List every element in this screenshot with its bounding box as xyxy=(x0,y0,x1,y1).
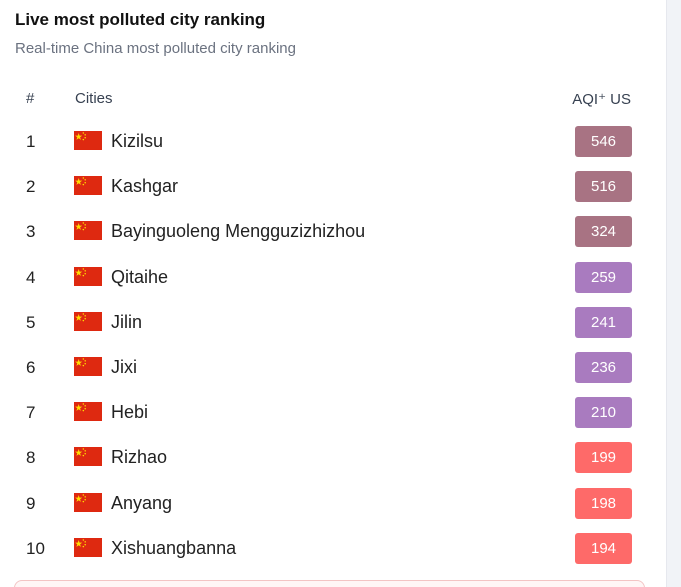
city-name-link[interactable]: Anyang xyxy=(111,492,173,513)
china-flag-icon xyxy=(74,537,102,557)
ranking-row[interactable]: 6 Jixi 236 xyxy=(0,345,666,390)
ranking-row[interactable]: 3 Bayinguoleng Mengguzizhizhou 324 xyxy=(0,209,666,254)
aqi-badge: 198 xyxy=(575,487,632,519)
china-flag-icon xyxy=(74,447,102,467)
card-title: Live most polluted city ranking xyxy=(15,10,266,29)
china-flag-icon xyxy=(74,266,102,286)
china-flag-icon xyxy=(74,131,102,150)
rank-number: 7 xyxy=(26,403,36,423)
column-header-cities: Cities xyxy=(75,90,113,107)
column-header-aqi: AQI⁺ US xyxy=(572,91,631,108)
city-name-link[interactable]: Qitaihe xyxy=(111,266,169,287)
ranking-row[interactable]: 9 Anyang 198 xyxy=(0,481,666,526)
rank-number: 10 xyxy=(26,538,45,558)
city-name-link[interactable]: Jixi xyxy=(111,356,137,377)
aqi-badge: 241 xyxy=(575,306,632,338)
aqi-badge: 194 xyxy=(575,532,632,564)
aqi-badge: 236 xyxy=(575,351,632,383)
rank-number: 3 xyxy=(26,222,36,242)
china-flag-icon xyxy=(74,492,102,512)
aqi-badge: 210 xyxy=(575,397,632,429)
ranking-row[interactable]: 4 Qitaihe 259 xyxy=(0,255,666,300)
next-card-edge xyxy=(14,580,645,587)
ranking-row[interactable]: 5 Jilin 241 xyxy=(0,300,666,345)
ranking-row[interactable]: 1 Kizilsu 546 xyxy=(0,119,666,164)
city-name-link[interactable]: Jilin xyxy=(111,311,143,332)
china-flag-icon xyxy=(74,221,102,241)
city-name-link[interactable]: Kashgar xyxy=(111,176,179,197)
ranking-row[interactable]: 10 Xishuangbanna 194 xyxy=(0,526,666,571)
city-name-link[interactable]: Xishuangbanna xyxy=(111,537,237,558)
aqi-badge: 324 xyxy=(575,216,632,248)
rank-number: 6 xyxy=(26,357,36,377)
rank-number: 1 xyxy=(26,132,36,151)
card-subtitle: Real-time China most polluted city ranki… xyxy=(15,40,296,57)
rank-number: 8 xyxy=(26,448,36,468)
city-name-link[interactable]: Rizhao xyxy=(111,447,168,468)
scrollbar[interactable] xyxy=(666,0,681,587)
rank-number: 4 xyxy=(26,267,36,287)
china-flag-icon xyxy=(74,356,102,376)
aqi-badge: 516 xyxy=(575,171,632,203)
china-flag-icon xyxy=(74,402,102,422)
table-header: # Cities AQI⁺ US xyxy=(0,90,666,110)
city-name-link[interactable]: Kizilsu xyxy=(111,131,164,151)
aqi-badge: 546 xyxy=(575,126,632,157)
rank-number: 5 xyxy=(26,312,36,332)
ranking-row[interactable]: 7 Hebi 210 xyxy=(0,390,666,435)
china-flag-icon xyxy=(74,176,102,196)
ranking-row[interactable]: 8 Rizhao 199 xyxy=(0,435,666,480)
rank-number: 2 xyxy=(26,177,36,197)
city-name-link[interactable]: Bayinguoleng Mengguzizhizhou xyxy=(111,221,366,242)
aqi-badge: 199 xyxy=(575,442,632,474)
aqi-badge: 259 xyxy=(575,261,632,293)
china-flag-icon xyxy=(74,311,102,331)
ranking-row[interactable]: 2 Kashgar 516 xyxy=(0,164,666,209)
rank-number: 9 xyxy=(26,493,36,513)
city-name-link[interactable]: Hebi xyxy=(111,402,149,423)
ranking-card: Live most polluted city ranking Real-tim… xyxy=(0,10,666,571)
column-header-rank: # xyxy=(26,90,35,107)
ranking-list: 1 Kizilsu 546 2 Kashgar 516 3 Bayinguoleng Meng… xyxy=(0,119,666,571)
